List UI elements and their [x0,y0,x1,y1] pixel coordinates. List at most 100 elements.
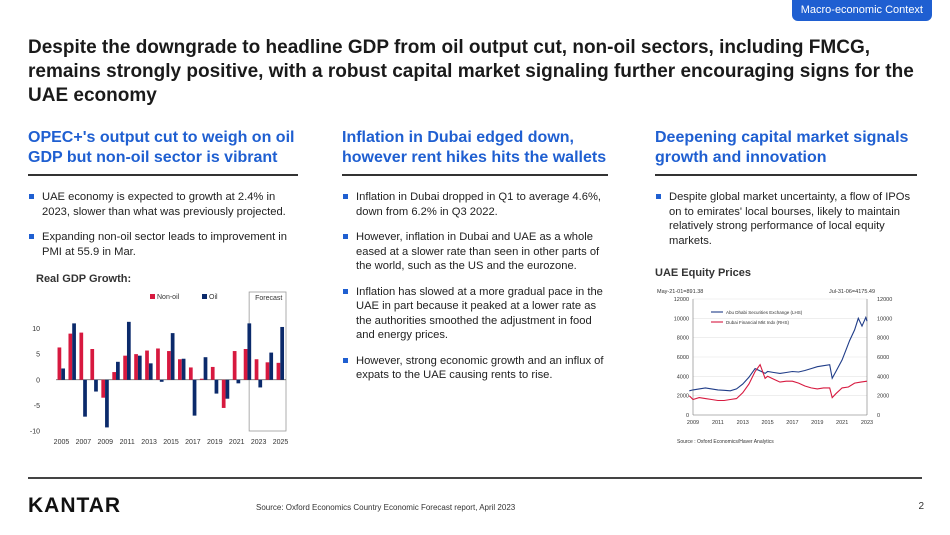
list-item: However, strong economic growth and an i… [342,354,608,383]
note-left: May-21-01=891.38 [657,289,703,295]
equity-chart-title: UAE Equity Prices [655,267,751,279]
x-tick-label: 2021 [836,420,848,426]
x-tick-label: 2011 [120,439,135,446]
series-line-1 [688,363,868,402]
equity-prices-chart: May-21-01=891.38 Jul-31-06=4175.49 0 0 2000 2… [657,289,892,445]
y-tick-label-right: 6000 [877,355,889,361]
y-tick-label: 5 [36,352,40,359]
bar-oil-2012 [137,355,142,380]
x-tick-label: 2023 [251,439,267,446]
bullet-list: UAE economy is expected to growth at 2.4… [28,190,298,259]
column-heading: Inflation in Dubai edged down, however r… [342,128,608,176]
bar-non-oil-2025 [276,362,281,380]
bar-non-oil-2011 [123,355,127,380]
x-tick-label: 2005 [54,439,70,446]
bar-oil-2021 [236,379,241,384]
bar-oil-2023 [258,379,263,388]
series-line-0 [689,315,868,392]
bar-oil-2008 [94,379,98,392]
bar-oil-2005 [61,368,65,380]
y-tick-label-right: 8000 [877,336,889,342]
bar-oil-2007 [83,379,87,417]
column-heading: OPEC+'s output cut to weigh on oil GDP b… [28,128,298,176]
y-tick-label-left: 4000 [677,374,689,380]
bar-non-oil-2014 [156,348,160,380]
legend-label: Abu Dhabi Securities Exchange (LHS) [726,310,803,315]
section-tag: Macro-economic Context [791,0,932,21]
y-tick-label-right: 12000 [877,297,892,303]
x-tick-label: 2013 [737,420,749,426]
bar-non-oil-2016 [178,359,182,380]
bar-oil-2025 [280,326,285,380]
kantar-logo: KANTAR [28,494,122,517]
x-tick-label: 2015 [163,439,179,446]
bar-oil-2014 [159,379,164,382]
column-capital-market: Deepening capital market signals growth … [655,128,917,259]
y-tick-label-left: 12000 [674,297,689,303]
y-tick-label: 10 [32,326,40,333]
bar-oil-2015 [170,333,175,380]
list-item: Despite global market uncertainty, a flo… [655,190,917,248]
legend-swatch [150,294,155,299]
x-tick-label: 2017 [185,439,201,446]
page-number: 2 [918,501,924,512]
gdp-chart-title: Real GDP Growth: [36,273,132,285]
bar-non-oil-2009 [101,379,106,398]
forecast-label: Forecast [255,295,282,302]
bar-non-oil-2005 [57,347,62,380]
legend-label: Oil [209,294,218,301]
list-item: UAE economy is expected to growth at 2.4… [28,190,298,219]
y-tick-label-right: 0 [877,413,880,419]
bar-non-oil-2024 [265,362,270,380]
bar-oil-2013 [148,363,153,380]
bar-oil-2018 [203,357,208,380]
column-oil-gdp: OPEC+'s output cut to weigh on oil GDP b… [28,128,298,270]
x-tick-label: 2019 [207,439,223,446]
gdp-growth-chart: Forecast -10 -5 0 5 10 Non-oil Oil 2005 2007 2009 2… [30,291,289,446]
list-item: Inflation has slowed at a more gradual p… [342,285,608,343]
bar-non-oil-2017 [188,367,193,380]
bar-oil-2022 [247,323,252,380]
bullet-list: Despite global market uncertainty, a flo… [655,190,917,248]
y-tick-label: -5 [34,403,40,410]
list-item: However, inflation in Dubai and UAE as a… [342,230,608,274]
legend-label: Dubai Financial Mkt Indx (RHS) [726,320,790,325]
bar-non-oil-2019 [210,366,215,380]
x-tick-label: 2017 [786,420,798,426]
y-tick-label-left: 2000 [677,394,689,400]
bullet-list: Inflation in Dubai dropped in Q1 to aver… [342,190,608,383]
note-right: Jul-31-06=4175.49 [829,289,875,295]
bar-oil-2016 [181,358,186,380]
y-tick-label-right: 10000 [877,316,892,322]
y-tick-label-right: 4000 [877,374,889,380]
x-tick-label: 2007 [76,439,92,446]
bar-non-oil-2018 [199,378,204,380]
bar-non-oil-2020 [221,379,226,408]
x-tick-label: 2011 [712,420,724,426]
bar-non-oil-2012 [134,354,138,380]
list-item: Inflation in Dubai dropped in Q1 to aver… [342,190,608,219]
y-tick-label-left: 0 [686,413,689,419]
page-title: Despite the downgrade to headline GDP fr… [28,37,914,106]
bar-non-oil-2022 [243,349,248,380]
bar-non-oil-2023 [254,359,259,380]
y-tick-label-left: 8000 [677,336,689,342]
legend-swatch [202,294,207,299]
bar-oil-2009 [105,379,109,428]
bar-oil-2024 [269,352,274,380]
x-tick-label: 2009 [97,439,113,446]
x-tick-label: 2019 [811,420,823,426]
source-note: Source: Oxford Economics Country Economi… [256,503,516,512]
bar-oil-2020 [225,379,230,399]
x-tick-label: 2025 [273,439,289,446]
bar-non-oil-2008 [90,349,95,380]
x-tick-label: 2009 [687,420,699,426]
y-tick-label-left: 10000 [674,316,689,322]
bar-oil-2006 [72,323,76,380]
bar-non-oil-2015 [167,351,171,380]
bar-non-oil-2013 [145,350,149,380]
bar-oil-2019 [214,379,219,394]
y-tick-label-right: 2000 [877,394,889,400]
footer-divider [28,477,922,479]
x-tick-label: 2021 [229,439,245,446]
